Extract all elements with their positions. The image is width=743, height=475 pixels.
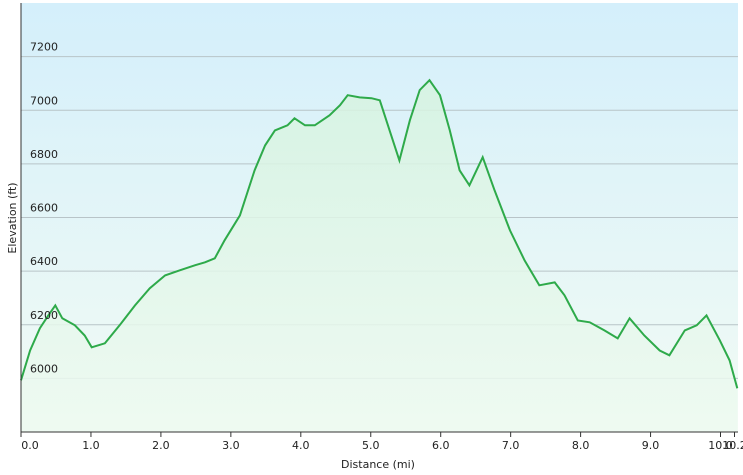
x-tick-label: 0.0 xyxy=(21,439,39,452)
x-tick-label: 6.0 xyxy=(432,439,450,452)
x-tick-label: 2.0 xyxy=(152,439,170,452)
x-tick-label: 10.2 xyxy=(722,439,743,452)
x-tick-label: 7.0 xyxy=(502,439,520,452)
y-tick-label: 6800 xyxy=(30,148,58,161)
elevation-line xyxy=(20,78,739,389)
y-tick-label: 7000 xyxy=(30,94,58,107)
area-fill xyxy=(21,80,738,432)
y-tick-label: 6000 xyxy=(30,362,58,375)
y-tick-label: 6600 xyxy=(30,202,58,215)
x-tick-label: 9.0 xyxy=(642,439,660,452)
x-axis-label: Distance (mi) xyxy=(341,458,415,471)
x-tick-label: 1.0 xyxy=(82,439,100,452)
x-tick-label: 5.0 xyxy=(362,439,380,452)
x-tick-label: 4.0 xyxy=(292,439,310,452)
y-tick-label: 7200 xyxy=(30,41,58,54)
y-axis-label: Elevation (ft) xyxy=(6,182,19,253)
y-tick-label: 6200 xyxy=(30,309,58,322)
x-tick-label: 3.0 xyxy=(222,439,240,452)
x-tick-label: 10.0 xyxy=(708,439,733,452)
x-tick-label: 8.0 xyxy=(572,439,590,452)
y-tick-label: 6400 xyxy=(30,255,58,268)
